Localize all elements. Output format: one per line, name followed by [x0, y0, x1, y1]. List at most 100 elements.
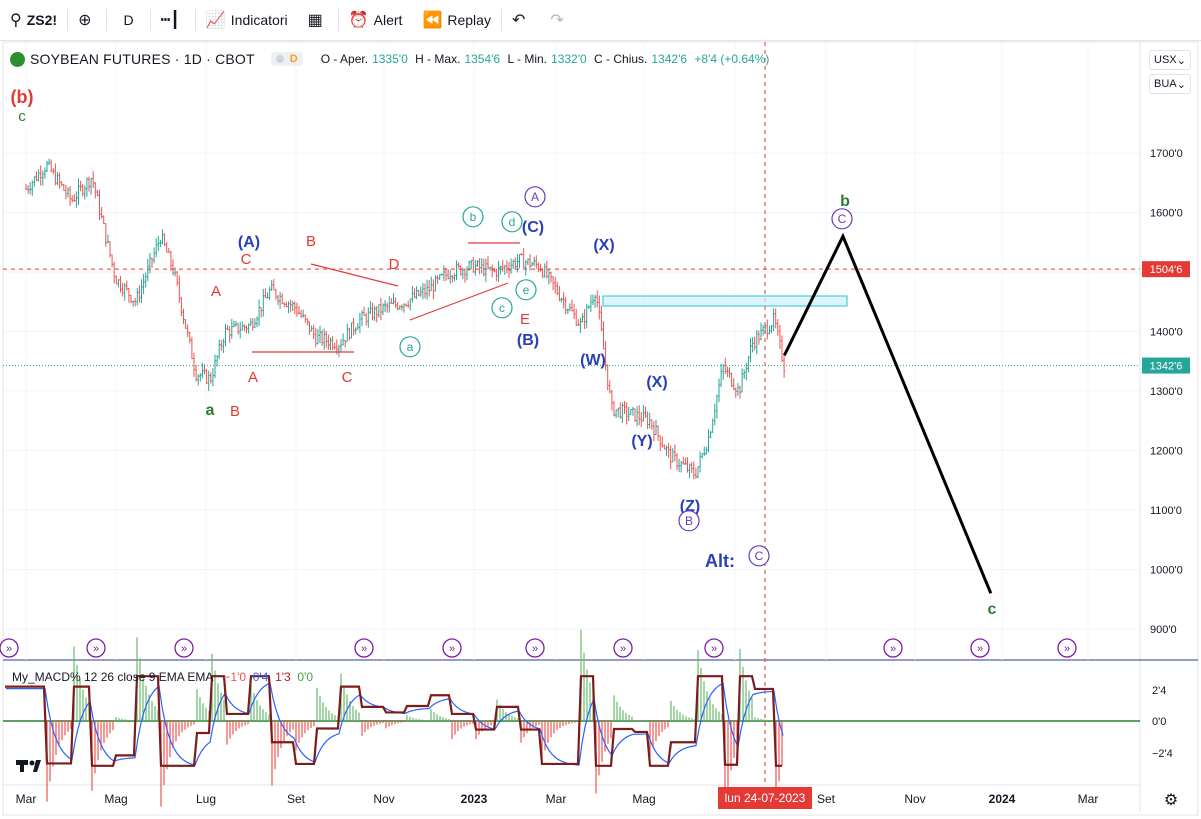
wave-circle: [501, 211, 523, 233]
indicators-label: Indicatori: [230, 12, 288, 28]
price-axis[interactable]: 1700'01600'01500'01400'01300'01200'01100…: [1150, 148, 1183, 636]
plus-circle-icon: ⊕: [78, 12, 92, 29]
event-marker[interactable]: [970, 638, 990, 658]
event-marker[interactable]: [613, 638, 633, 658]
macd-value-1: −1'0: [223, 670, 247, 684]
macd-tick-label: −2'4: [1152, 748, 1173, 760]
replay-label: Replay: [447, 12, 491, 28]
wave-circle: [462, 206, 484, 228]
wave-label: (X): [593, 237, 614, 254]
layout-button[interactable]: ▦: [298, 0, 338, 40]
price-tick-label: 1300'0: [1150, 386, 1183, 398]
change-value: +8'4 (+0.64%): [694, 52, 770, 66]
event-marker[interactable]: [1057, 638, 1077, 658]
gear-icon[interactable]: ⚙: [1164, 792, 1178, 809]
event-marker-icon: »: [361, 643, 367, 655]
redo-icon: ↷: [550, 12, 564, 29]
price-tick-label: 900'0: [1150, 624, 1177, 636]
symbol-title[interactable]: SOYBEAN FUTURES · 1D · CBOT: [30, 51, 255, 67]
event-marker[interactable]: [86, 638, 106, 658]
event-marker[interactable]: [354, 638, 374, 658]
divider: [500, 9, 502, 31]
macd-value-4: 0'0: [297, 670, 314, 684]
event-marker[interactable]: [174, 638, 194, 658]
trendline-lower[interactable]: [409, 282, 509, 321]
price-tick-label: 1100'0: [1150, 505, 1182, 517]
wave-label: c: [499, 301, 505, 315]
bar-chart-icon: ┅┃: [160, 12, 180, 29]
open-value: 1335'0: [372, 52, 408, 66]
symbol-search[interactable]: ⚲ ZS2!: [0, 0, 67, 40]
event-marker[interactable]: [442, 638, 462, 658]
wave-label: A: [211, 283, 221, 300]
high-label: H - Max.: [415, 52, 461, 66]
event-marker[interactable]: [704, 638, 724, 658]
wave-label: Alt:: [705, 551, 735, 571]
zone-rectangle[interactable]: [602, 295, 848, 307]
wave-label: B: [306, 233, 316, 250]
wave-label: b: [840, 193, 850, 210]
level-price-tag: 1504'6: [1142, 261, 1190, 278]
price-tick-label: 1700'0: [1150, 148, 1183, 160]
indicators-button[interactable]: 📈 Indicatori: [196, 0, 298, 40]
open-label: O - Aper.: [320, 52, 369, 66]
event-marker-icon: »: [449, 643, 455, 655]
time-axis[interactable]: MarMagLugSetNov2023MarMagLugSetNov2024Ma…: [16, 792, 1099, 806]
macd-legend[interactable]: My_MACD% 12 26 close 9 EMA EMA −1'0 0'4 …: [12, 670, 313, 684]
chart-type-button[interactable]: ┅┃: [151, 0, 195, 40]
time-tick-label: Mar: [546, 792, 567, 806]
alarm-clock-icon: ⏰: [348, 12, 369, 29]
last-price-text: 1342'6: [1150, 361, 1183, 373]
time-tick-label: 2024: [989, 792, 1016, 806]
event-marker-icon: »: [711, 643, 717, 655]
wave-label: (W): [580, 352, 606, 369]
trendline-upper[interactable]: [310, 263, 399, 287]
interval-button[interactable]: D: [107, 0, 149, 40]
macd-signal-line: [5, 675, 782, 767]
event-markers[interactable]: » » » » » » » » » » »: [0, 638, 1077, 658]
low-value: 1332'0: [551, 52, 587, 66]
wave-label: C: [241, 251, 252, 268]
grid-icon: ▦: [307, 12, 323, 29]
event-marker[interactable]: [883, 638, 903, 658]
tradingview-logo[interactable]: [16, 760, 41, 772]
last-price-tag: 1342'6: [1142, 357, 1190, 374]
unit-select[interactable]: BUA ⌄: [1149, 74, 1191, 94]
currency-select[interactable]: USX ⌄: [1149, 50, 1191, 70]
interval-label: D: [123, 12, 134, 28]
close-value: 1342'6: [651, 52, 688, 66]
grid: [3, 42, 1140, 660]
event-marker-icon: »: [532, 643, 538, 655]
wave-label: (A): [238, 234, 260, 251]
wave-label: b: [470, 210, 477, 224]
redo-button[interactable]: ↷: [540, 0, 578, 40]
wave-label: (B): [517, 332, 539, 349]
chart-frame: [2, 41, 1199, 816]
wave-label: A: [248, 369, 258, 386]
divider: [194, 9, 196, 31]
wave-circle: [831, 208, 853, 230]
event-marker[interactable]: [0, 638, 19, 658]
low-label: L - Min.: [507, 52, 548, 66]
alert-button[interactable]: ⏰ Alert: [339, 0, 413, 40]
event-marker-icon: »: [977, 643, 983, 655]
projection-path[interactable]: [783, 232, 993, 594]
event-marker[interactable]: [525, 638, 545, 658]
symbol-label: ZS2!: [26, 12, 58, 28]
event-marker-icon: »: [1064, 643, 1070, 655]
price-tick-label: 1600'0: [1150, 208, 1183, 220]
event-marker-icon: »: [890, 643, 896, 655]
macd-value-2: 0'4: [252, 670, 269, 684]
add-symbol-button[interactable]: ⊕: [68, 0, 106, 40]
time-tick-label: Set: [817, 792, 836, 806]
replay-button[interactable]: ⏪ Replay: [412, 0, 501, 40]
data-badge[interactable]: D: [270, 52, 303, 66]
undo-button[interactable]: ↶: [502, 0, 540, 40]
macd-tick-label: 2'4: [1152, 685, 1166, 697]
crosshair-date-tag: lun 24-07-2023: [718, 787, 812, 809]
wave-label: e: [523, 283, 530, 297]
rewind-icon: ⏪: [422, 12, 443, 29]
wave-label: c: [18, 108, 26, 125]
